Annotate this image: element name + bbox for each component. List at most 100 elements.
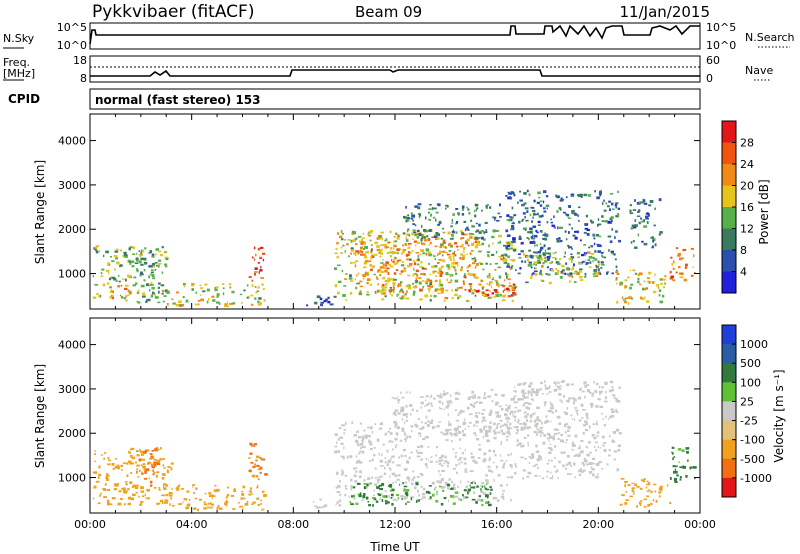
velocity-cell: [169, 503, 171, 506]
velocity-cell: [496, 413, 499, 415]
power-cell: [597, 267, 599, 270]
power-cell: [171, 298, 174, 300]
velocity-cell: [409, 404, 413, 407]
power-cell: [461, 257, 465, 260]
velocity-cell: [162, 473, 166, 476]
power-cell: [508, 243, 512, 246]
colorbar-tick-label: 20: [740, 180, 754, 193]
power-cell: [360, 253, 363, 256]
velocity-cell: [509, 464, 513, 467]
power-cell: [555, 251, 557, 254]
velocity-cell: [262, 490, 265, 493]
power-cell: [591, 245, 593, 248]
velocity-cell: [523, 392, 527, 395]
power-cell: [492, 277, 494, 281]
power-cell: [551, 260, 553, 264]
power-cell: [260, 266, 262, 269]
power-cell: [382, 292, 386, 295]
velocity-cell: [570, 414, 573, 417]
velocity-cell: [580, 387, 582, 390]
power-cell: [562, 272, 565, 275]
power-cell: [664, 275, 667, 278]
velocity-cell: [454, 495, 459, 498]
power-cell: [506, 214, 510, 217]
velocity-cell: [599, 405, 603, 408]
velocity-cell: [583, 457, 586, 460]
velocity-cell: [542, 441, 546, 445]
velocity-cell: [140, 450, 144, 454]
velocity-cell: [523, 427, 526, 430]
power-cell: [529, 213, 532, 217]
power-cell: [451, 262, 455, 265]
power-cell: [438, 220, 442, 223]
colorbar-tick-label: 8: [740, 244, 747, 257]
velocity-cell: [411, 430, 413, 433]
velocity-cell: [631, 482, 635, 484]
velocity-cell: [404, 448, 406, 452]
power-cell: [349, 280, 353, 282]
power-cell: [617, 190, 619, 193]
power-cell: [571, 211, 573, 214]
velocity-cell: [191, 484, 196, 486]
velocity-cell: [168, 492, 173, 495]
power-cell: [643, 296, 646, 299]
power-cell: [457, 296, 460, 300]
velocity-cell: [477, 457, 481, 459]
power-cell: [450, 225, 453, 228]
power-cell: [583, 244, 587, 246]
velocity-cell: [98, 465, 101, 469]
velocity-cell: [546, 437, 551, 440]
velocity-cell: [259, 499, 263, 502]
velocity-cell: [517, 383, 521, 386]
power-cell: [200, 298, 204, 302]
power-cell: [419, 288, 423, 292]
power-cell: [166, 258, 168, 261]
power-cell: [651, 281, 655, 284]
velocity-cell: [341, 473, 344, 476]
nave-label: Nave: [745, 64, 773, 77]
power-cell: [406, 233, 410, 237]
power-cell: [566, 273, 571, 276]
power-cell: [384, 280, 387, 282]
power-cell: [436, 254, 439, 256]
velocity-cell: [485, 419, 487, 422]
velocity-cell: [394, 445, 397, 449]
velocity-cell: [632, 492, 635, 495]
power-cell: [498, 255, 501, 258]
velocity-cell: [541, 477, 545, 480]
velocity-cell: [443, 390, 445, 393]
power-cell: [492, 229, 496, 233]
power-cell: [675, 247, 679, 250]
velocity-cell: [412, 476, 416, 479]
power-cell: [598, 223, 602, 226]
power-cell: [139, 272, 143, 275]
velocity-cell: [225, 503, 228, 507]
velocity-cell: [165, 484, 168, 487]
velocity-cell: [544, 421, 547, 424]
power-cell: [427, 287, 431, 291]
velocity-cell: [374, 498, 377, 501]
velocity-cell: [439, 473, 441, 476]
velocity-cell: [527, 471, 532, 475]
power-cell: [448, 250, 452, 252]
velocity-cell: [103, 488, 106, 491]
velocity-cell: [107, 456, 110, 460]
power-cell: [394, 256, 397, 260]
power-cell: [464, 288, 467, 291]
power-cell: [139, 274, 142, 277]
power-cell: [458, 287, 462, 289]
velocity-cell: [149, 480, 153, 484]
velocity-cell: [451, 440, 453, 443]
velocity-cell: [495, 401, 500, 404]
power-cell: [469, 285, 472, 288]
power-cell: [647, 214, 650, 217]
power-cell: [128, 247, 131, 251]
velocity-cell: [224, 502, 228, 506]
velocity-cell: [493, 451, 496, 454]
power-cell: [467, 208, 470, 211]
power-cell: [503, 258, 508, 261]
power-cell: [527, 264, 532, 267]
velocity-cell: [489, 492, 492, 495]
power-cell: [539, 271, 542, 274]
